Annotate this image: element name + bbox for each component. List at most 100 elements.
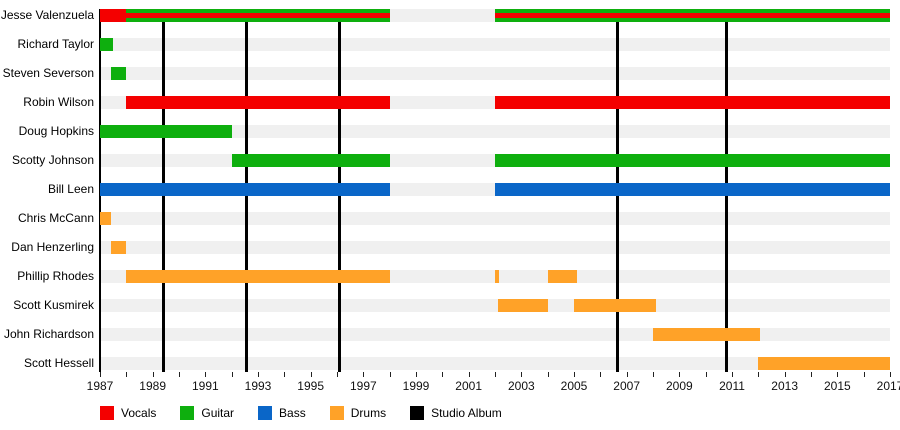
role-bar-bass xyxy=(100,183,390,196)
axis-tick xyxy=(890,372,891,377)
role-bar-guitar-vocals xyxy=(126,9,390,22)
role-bar-bass xyxy=(495,183,890,196)
row-track xyxy=(100,328,890,341)
axis-tick xyxy=(811,372,812,377)
axis-year-label: 1995 xyxy=(297,379,324,393)
axis-tick xyxy=(784,372,786,377)
row-track xyxy=(100,299,890,312)
axis-tick xyxy=(284,372,286,377)
axis-tick xyxy=(758,372,760,377)
member-label: Scotty Johnson xyxy=(11,153,94,167)
role-bar-guitar xyxy=(495,154,890,167)
axis-tick xyxy=(679,372,681,377)
member-label: Bill Leen xyxy=(47,182,94,196)
member-label: Chris McCann xyxy=(17,211,94,225)
role-bar-guitar xyxy=(110,67,127,80)
axis-tick xyxy=(521,372,523,377)
axis-year-label: 2001 xyxy=(455,379,482,393)
axis-tick xyxy=(389,372,391,377)
member-label: Scott Kusmirek xyxy=(13,298,94,312)
legend-label: Vocals xyxy=(121,406,157,420)
axis-tick xyxy=(837,372,839,377)
role-bar-drums xyxy=(653,328,760,341)
legend-swatch-bass xyxy=(258,406,273,420)
row-track xyxy=(100,125,890,138)
legend-item-guitar: Guitar xyxy=(180,406,234,420)
legend-swatch-studio_album xyxy=(410,406,425,420)
member-label: Richard Taylor xyxy=(17,37,94,51)
axis-tick xyxy=(231,372,233,377)
axis-tick xyxy=(258,372,259,377)
member-label: Scott Hessell xyxy=(23,356,94,370)
axis-tick xyxy=(152,372,154,377)
member-label: Dan Henzerling xyxy=(11,240,94,254)
axis-year-label: 2017 xyxy=(876,379,900,393)
axis-tick xyxy=(310,372,312,377)
role-bar-drums xyxy=(497,299,548,312)
legend-swatch-drums xyxy=(329,406,344,420)
legend-item-bass: Bass xyxy=(258,406,306,420)
axis-year-label: 2005 xyxy=(560,379,588,393)
axis-year-label: 1997 xyxy=(349,379,377,393)
role-bar-guitar xyxy=(100,38,114,51)
role-bar-drums xyxy=(100,212,111,225)
axis-tick xyxy=(547,372,549,377)
role-bar-guitar xyxy=(231,154,390,167)
row-track xyxy=(100,212,890,225)
axis-tick xyxy=(179,372,180,377)
axis-tick xyxy=(468,372,470,377)
member-label: Doug Hopkins xyxy=(18,124,94,138)
role-bar-drums xyxy=(574,299,656,312)
axis-tick xyxy=(337,372,338,377)
axis-tick xyxy=(442,372,444,377)
axis-tick xyxy=(600,372,602,377)
axis-year-label: 2009 xyxy=(665,379,693,393)
axis-year-label: 2003 xyxy=(507,379,535,393)
role-bar-vocals xyxy=(126,96,390,109)
axis-tick xyxy=(626,372,628,377)
axis-tick xyxy=(653,372,654,377)
member-label: Robin Wilson xyxy=(23,95,94,109)
axis-year-label: 2011 xyxy=(719,379,745,393)
legend-label: Studio Album xyxy=(431,406,502,420)
axis-tick xyxy=(732,372,733,377)
role-bar-guitar xyxy=(100,125,232,138)
axis-tick xyxy=(863,372,865,377)
axis-year-label: 1993 xyxy=(244,379,272,393)
legend-swatch-vocals xyxy=(100,406,114,420)
legend-item-drums: Drums xyxy=(329,406,387,420)
legend-label: Drums xyxy=(350,406,387,420)
legend: Vocals Guitar Bass Drums Studio Album xyxy=(100,406,502,420)
role-bar-drums xyxy=(547,270,577,283)
axis-tick xyxy=(574,372,575,377)
axis-year-label: 2015 xyxy=(823,379,851,393)
role-bar-guitar-vocals xyxy=(495,9,890,22)
legend-swatch-guitar xyxy=(180,406,195,420)
role-bar-vocals xyxy=(495,96,890,109)
axis-year-label: 1989 xyxy=(139,379,166,393)
role-stripe-vocals xyxy=(495,13,890,18)
role-bar-drums xyxy=(495,270,499,283)
axis-tick xyxy=(126,372,128,377)
axis-tick xyxy=(100,372,101,377)
axis-tick xyxy=(495,372,496,377)
role-stripe-vocals xyxy=(126,13,390,18)
axis-tick xyxy=(205,372,207,377)
legend-item-vocals: Vocals xyxy=(100,406,156,420)
row-track xyxy=(100,357,890,370)
legend-label: Bass xyxy=(279,406,306,420)
member-label: Jesse Valenzuela xyxy=(0,8,94,22)
row-track xyxy=(100,241,890,254)
axis-year-label: 2007 xyxy=(613,379,640,393)
axis-year-label: 2013 xyxy=(771,379,798,393)
role-bar-drums xyxy=(110,241,127,254)
member-label: Steven Severson xyxy=(2,66,94,80)
row-track xyxy=(100,38,890,51)
axis-year-label: 1991 xyxy=(191,379,219,393)
member-label: Phillip Rhodes xyxy=(17,269,94,283)
row-track xyxy=(100,67,890,80)
role-bar-drums xyxy=(126,270,390,283)
member-label: John Richardson xyxy=(3,327,94,341)
axis-year-label: 1987 xyxy=(86,379,114,393)
